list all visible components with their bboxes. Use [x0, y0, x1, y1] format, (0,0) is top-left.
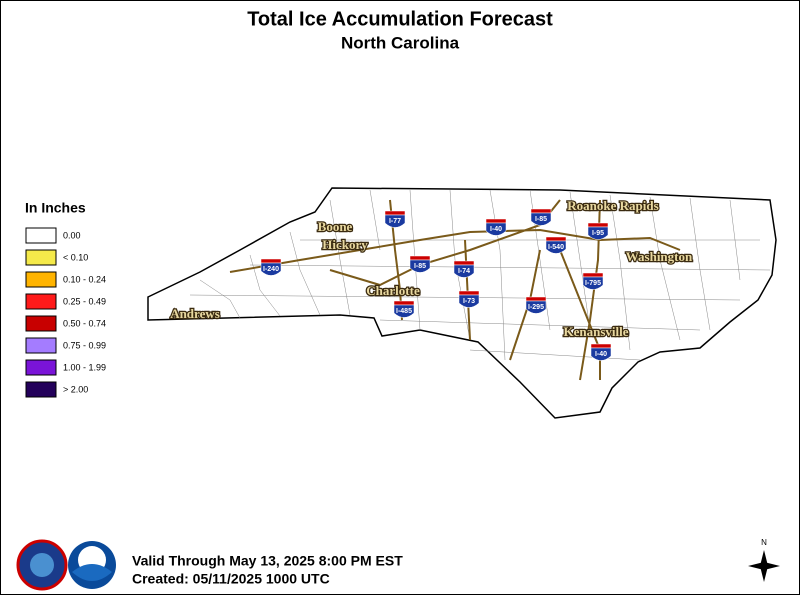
shield-label: I-77: [389, 218, 401, 225]
shield-body: [458, 294, 480, 308]
city-label: Charlotte: [366, 283, 420, 298]
legend-label: 1.00 - 1.99: [63, 362, 106, 372]
shield-body: [582, 276, 604, 290]
shield-top: [530, 208, 552, 214]
legend-label: > 2.00: [63, 384, 88, 394]
title: Total Ice Accumulation Forecast: [247, 8, 553, 30]
shield-body: [384, 214, 406, 228]
shield-label: I-95: [592, 230, 604, 237]
shield-top: [260, 258, 282, 264]
shield-label: I-74: [458, 268, 470, 275]
legend-swatch: [25, 271, 57, 288]
legend-label: 0.75 - 0.99: [63, 340, 106, 350]
legend-swatch: [25, 359, 57, 376]
city-label: Andrews: [170, 306, 220, 321]
shield-body: [260, 262, 282, 276]
shield-body: [453, 264, 475, 278]
shield-top: [525, 296, 547, 302]
legend-label: < 0.10: [63, 252, 88, 262]
shield-label: I-240: [263, 266, 279, 273]
shield-top: [384, 210, 406, 216]
city-label: Kenansville: [563, 324, 628, 339]
shield-label: I-85: [535, 216, 547, 223]
noaa-logo: [68, 541, 116, 589]
shield-body: [485, 222, 507, 236]
nws-logo: [16, 539, 68, 591]
created-time: Created: 05/11/2025 1000 UTC: [132, 571, 330, 587]
shield-top: [485, 218, 507, 224]
shield-top: [545, 236, 567, 242]
legend-label: 0.10 - 0.24: [63, 274, 106, 284]
shield-top: [582, 272, 604, 278]
shield-body: [393, 304, 415, 318]
legend-swatch: [25, 227, 57, 244]
shield-body: [587, 226, 609, 240]
shield-top: [453, 260, 475, 266]
city-label: Washington: [626, 249, 693, 264]
shield-body: [530, 212, 552, 226]
shield-body: [525, 300, 547, 314]
shield-top: [458, 290, 480, 296]
legend-swatch: [25, 381, 57, 398]
shield-top: [393, 300, 415, 306]
legend-title: In Inches: [25, 200, 86, 216]
shield-label: I-40: [490, 226, 502, 233]
city-label: Roanoke Rapids: [567, 198, 658, 213]
legend-label: 0.25 - 0.49: [63, 296, 106, 306]
valid-time: Valid Through May 13, 2025 8:00 PM EST: [132, 553, 403, 569]
legend-swatch: [25, 293, 57, 310]
subtitle: North Carolina: [341, 33, 460, 52]
shield-label: I-73: [463, 298, 475, 305]
shield-top: [587, 222, 609, 228]
legend-swatch: [25, 249, 57, 266]
shield-top: [590, 343, 612, 349]
shield-label: I-795: [585, 280, 601, 287]
shield-label: I-85: [414, 263, 426, 270]
shield-top: [409, 255, 431, 261]
shield-body: [545, 240, 567, 254]
shield-body: [590, 347, 612, 361]
shield-label: I-295: [528, 304, 544, 311]
north-arrow: [748, 550, 780, 582]
shield-label: I-540: [548, 244, 564, 251]
shield-label: I-485: [396, 308, 412, 315]
legend-swatch: [25, 337, 57, 354]
legend-label: 0.00: [63, 230, 81, 240]
north-label: N: [761, 538, 767, 547]
shield-body: [409, 259, 431, 273]
city-label: Boone: [318, 219, 353, 234]
city-label: Hickory: [322, 237, 368, 252]
shield-label: I-40: [595, 351, 607, 358]
legend-swatch: [25, 315, 57, 332]
legend-label: 0.50 - 0.74: [63, 318, 106, 328]
